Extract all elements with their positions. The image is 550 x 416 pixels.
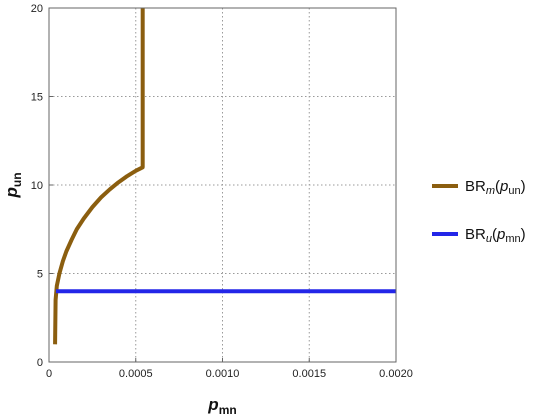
y-tick-label: 20	[31, 3, 43, 15]
y-tick-label: 5	[37, 269, 43, 281]
legend-label-br-m: BRm(pun)	[465, 178, 526, 197]
y-tick-label: 15	[31, 92, 43, 104]
x-tick-label: 0	[46, 368, 52, 380]
series-line-br-m	[53, 8, 145, 345]
x-axis-label: pmn	[207, 395, 236, 416]
x-tick-label: 0.0020	[379, 368, 413, 380]
grid	[49, 8, 396, 362]
y-tick-label: 10	[31, 180, 43, 192]
x-tick-label: 0.0010	[206, 368, 240, 380]
legend: BRm(pun) BRu(pmn)	[432, 178, 526, 245]
x-tick-label: 0.0015	[292, 368, 326, 380]
legend-label-br-u: BRu(pmn)	[465, 226, 526, 245]
x-tick-label: 0.0005	[119, 368, 153, 380]
ticks: 0 0.0005 0.0010 0.0015 0.0020 0 5 10 15 20	[31, 3, 413, 380]
y-tick-label: 0	[37, 357, 43, 369]
series-layer	[53, 8, 396, 345]
y-axis-label: pun	[2, 172, 24, 198]
legend-item-br-m: BRm(pun)	[432, 178, 526, 197]
legend-item-br-u: BRu(pmn)	[432, 226, 526, 245]
